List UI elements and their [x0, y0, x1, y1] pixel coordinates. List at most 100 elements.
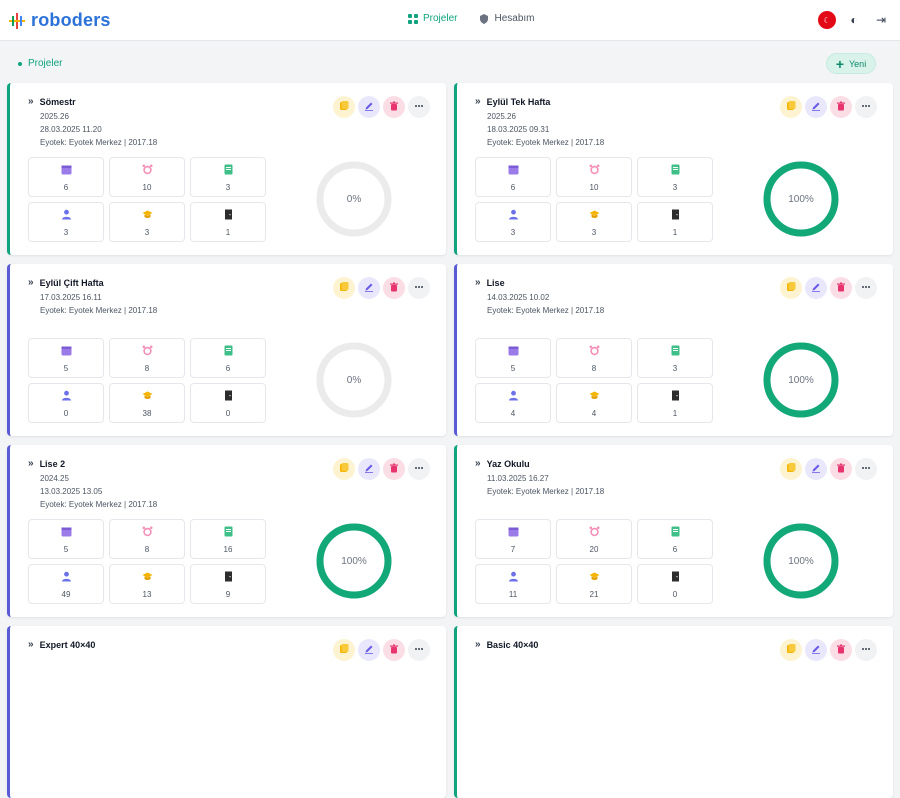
copy-icon: [339, 98, 349, 116]
stat-box[interactable]: 0: [28, 383, 104, 423]
book-icon: [670, 524, 681, 542]
project-title[interactable]: » Basic 40×40: [475, 639, 538, 650]
stat-box[interactable]: 3: [556, 202, 632, 242]
stat-box[interactable]: 6: [28, 157, 104, 197]
edit-button[interactable]: [358, 96, 380, 118]
user-icon: [61, 388, 72, 406]
copy-button[interactable]: [780, 639, 802, 661]
stat-box[interactable]: 6: [475, 157, 551, 197]
edit-button[interactable]: [805, 458, 827, 480]
copy-button[interactable]: [333, 458, 355, 480]
stat-box[interactable]: 38: [109, 383, 185, 423]
stat-box[interactable]: 20: [556, 519, 632, 559]
edit-button[interactable]: [805, 96, 827, 118]
copy-button[interactable]: [780, 458, 802, 480]
stat-box[interactable]: 5: [28, 519, 104, 559]
stat-box[interactable]: 5: [475, 338, 551, 378]
stat-box[interactable]: 7: [475, 519, 551, 559]
stat-box[interactable]: 49: [28, 564, 104, 604]
progress-label: 0%: [346, 193, 362, 205]
project-title[interactable]: » Eylül Tek Hafta: [475, 96, 550, 107]
project-title[interactable]: » Expert 40×40: [28, 639, 95, 650]
project-card[interactable]: » Lise 2 2024.25 13.03.2025 13.05 Eyotek: Ey…: [7, 445, 446, 617]
project-title[interactable]: » Lise: [475, 277, 505, 288]
more-button[interactable]: [855, 96, 877, 118]
project-card[interactable]: » Lise 14.03.2025 10.02 Eyotek: Eyotek Merk…: [454, 264, 893, 436]
stat-box[interactable]: 4: [556, 383, 632, 423]
edit-button[interactable]: [805, 639, 827, 661]
card-actions: [333, 96, 430, 118]
project-card[interactable]: » Yaz Okulu 11.03.2025 16.27 Eyotek: Eyotek…: [454, 445, 893, 617]
more-button[interactable]: [408, 458, 430, 480]
new-project-button[interactable]: + Yeni: [826, 53, 876, 74]
stat-box[interactable]: 1: [637, 202, 713, 242]
stat-box[interactable]: 10: [109, 157, 185, 197]
edit-button[interactable]: [805, 277, 827, 299]
card-actions: [333, 639, 430, 661]
stat-box[interactable]: 5: [28, 338, 104, 378]
copy-button[interactable]: [780, 277, 802, 299]
logo[interactable]: roboders: [8, 10, 111, 31]
stat-box[interactable]: 11: [475, 564, 551, 604]
stat-box[interactable]: 0: [637, 564, 713, 604]
delete-button[interactable]: [830, 639, 852, 661]
more-button[interactable]: [408, 277, 430, 299]
more-button[interactable]: [855, 277, 877, 299]
stat-box[interactable]: 8: [556, 338, 632, 378]
theme-toggle-icon[interactable]: ◐: [850, 13, 858, 27]
stat-box[interactable]: 3: [190, 157, 266, 197]
stat-box[interactable]: 3: [637, 338, 713, 378]
project-title[interactable]: » Lise 2: [28, 458, 65, 469]
edit-button[interactable]: [358, 277, 380, 299]
stat-value: 5: [63, 364, 69, 373]
nav-hesabim[interactable]: Hesabım: [479, 13, 534, 24]
delete-button[interactable]: [830, 277, 852, 299]
delete-button[interactable]: [383, 639, 405, 661]
stat-box[interactable]: 0: [190, 383, 266, 423]
copy-button[interactable]: [333, 639, 355, 661]
stat-box[interactable]: 16: [190, 519, 266, 559]
copy-button[interactable]: [333, 96, 355, 118]
stat-box[interactable]: 4: [475, 383, 551, 423]
stat-box[interactable]: 13: [109, 564, 185, 604]
stat-box[interactable]: 10: [556, 157, 632, 197]
stat-box[interactable]: 9: [190, 564, 266, 604]
project-card[interactable]: » Eylül Çift Hafta 17.03.2025 16.11 Eyotek:…: [7, 264, 446, 436]
project-card[interactable]: » Basic 40×40: [454, 626, 893, 798]
turkish-flag-icon[interactable]: ☾: [818, 11, 836, 29]
logout-icon[interactable]: ⇥: [875, 13, 887, 27]
more-button[interactable]: [855, 639, 877, 661]
edit-button[interactable]: [358, 639, 380, 661]
more-button[interactable]: [408, 639, 430, 661]
copy-button[interactable]: [780, 96, 802, 118]
stat-box[interactable]: 6: [190, 338, 266, 378]
stat-box[interactable]: 1: [637, 383, 713, 423]
delete-button[interactable]: [830, 458, 852, 480]
stat-box[interactable]: 3: [28, 202, 104, 242]
stat-box[interactable]: 21: [556, 564, 632, 604]
delete-button[interactable]: [830, 96, 852, 118]
stat-box[interactable]: 1: [190, 202, 266, 242]
stat-box[interactable]: 8: [109, 338, 185, 378]
card-actions: [780, 96, 877, 118]
more-button[interactable]: [855, 458, 877, 480]
project-card[interactable]: » Sömestr 2025.26 28.03.2025 11.20 Eyotek: E…: [7, 83, 446, 255]
delete-button[interactable]: [383, 458, 405, 480]
project-card[interactable]: » Expert 40×40: [7, 626, 446, 798]
delete-button[interactable]: [383, 96, 405, 118]
stat-box[interactable]: 3: [109, 202, 185, 242]
project-card[interactable]: » Eylül Tek Hafta 2025.26 18.03.2025 09.31 E…: [454, 83, 893, 255]
stat-box[interactable]: 3: [637, 157, 713, 197]
project-title[interactable]: » Sömestr: [28, 96, 76, 107]
nav-projeler[interactable]: Projeler: [408, 13, 457, 24]
more-button[interactable]: [408, 96, 430, 118]
breadcrumb-label[interactable]: Projeler: [28, 58, 63, 69]
stat-box[interactable]: 3: [475, 202, 551, 242]
project-title[interactable]: » Eylül Çift Hafta: [28, 277, 104, 288]
stat-box[interactable]: 6: [637, 519, 713, 559]
edit-button[interactable]: [358, 458, 380, 480]
stat-box[interactable]: 8: [109, 519, 185, 559]
project-title[interactable]: » Yaz Okulu: [475, 458, 530, 469]
delete-button[interactable]: [383, 277, 405, 299]
copy-button[interactable]: [333, 277, 355, 299]
